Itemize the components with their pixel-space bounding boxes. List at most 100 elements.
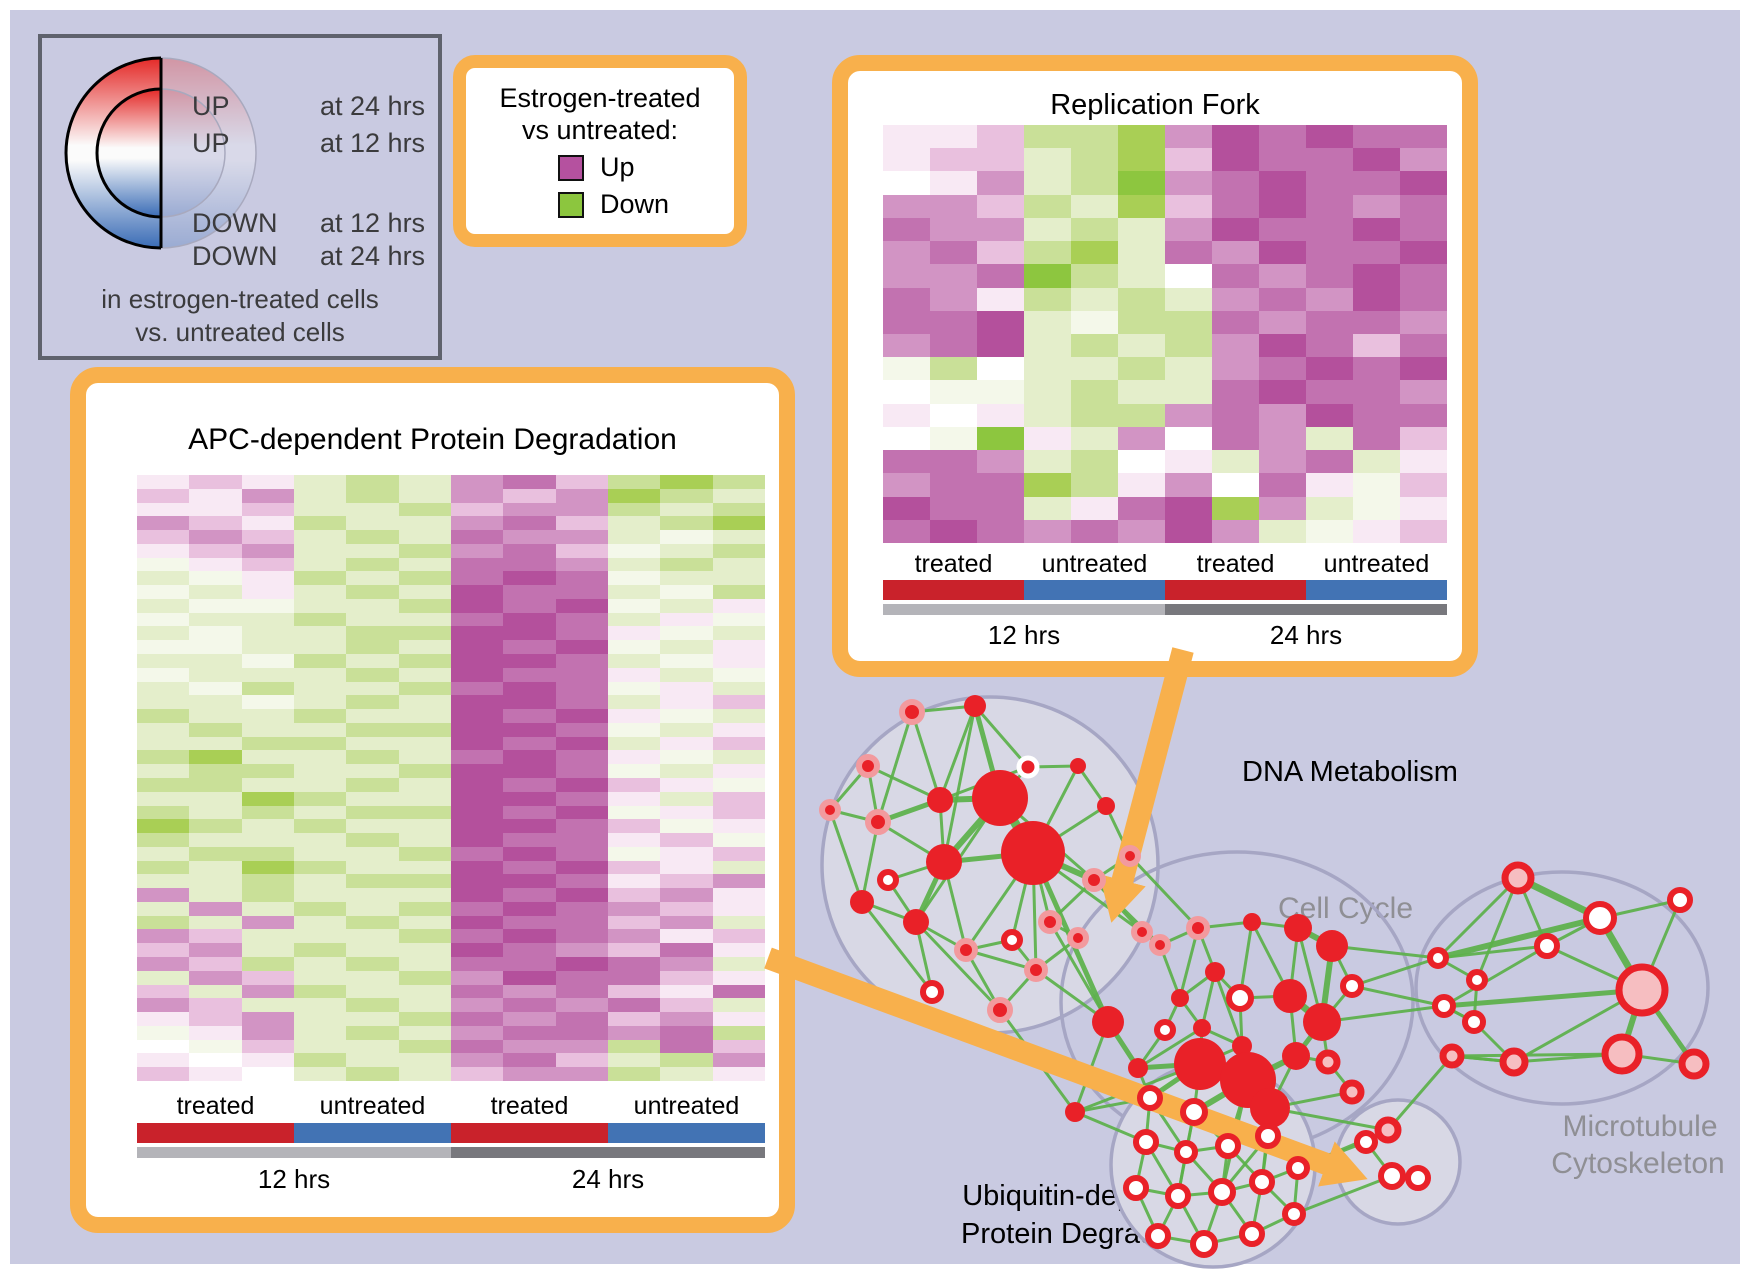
heatmap-cell [660, 791, 713, 806]
venn-footer-line1: in estrogen-treated cells [101, 284, 379, 314]
heatmap-cell [189, 860, 242, 875]
heatmap-cell [660, 475, 713, 489]
heatmap-cell [346, 709, 399, 723]
heatmap-cell [293, 695, 347, 710]
heatmap-cell [977, 194, 1024, 218]
heatmap-cell [1024, 450, 1071, 474]
heatmap-cell [450, 612, 504, 627]
heatmap-cell [1306, 496, 1353, 520]
heatmap-cell [450, 530, 504, 544]
heatmap-cell [293, 654, 347, 668]
heatmap-cell [1353, 496, 1400, 520]
heatmap-cell [930, 125, 977, 149]
heatmap-cell [503, 1067, 556, 1081]
heatmap-cell [1024, 287, 1071, 311]
heatmap-cell [1400, 310, 1447, 334]
heatmap-cell [555, 502, 608, 517]
heatmap-cell [137, 722, 190, 737]
heatmap-cell [503, 502, 556, 517]
heatmap-cell [398, 860, 451, 875]
heatmap-cell [346, 970, 399, 985]
heatmap-cell [503, 888, 556, 902]
heatmap-cell [660, 957, 713, 971]
heatmap-cell [346, 543, 399, 558]
heatmap-cell [346, 998, 399, 1013]
heatmap-cell [450, 984, 504, 999]
heatmap-cell [398, 626, 451, 641]
heatmap-cell [137, 736, 190, 751]
heatmap-cell [503, 970, 556, 985]
heatmap-cell [293, 475, 347, 489]
heatmap-cell [241, 984, 294, 999]
heatmap-cell [607, 585, 661, 599]
heatmap-cell [346, 750, 399, 765]
heatmap-cell [241, 695, 294, 710]
apc-time-label-12: 12 hrs [257, 1164, 331, 1194]
heatmap-cell [930, 519, 977, 543]
heatmap-cell [1212, 171, 1259, 195]
heatmap-cell [241, 819, 294, 834]
heatmap-cell [1024, 357, 1071, 381]
heatmap-cell [660, 764, 713, 778]
heatmap-cell [1259, 357, 1306, 381]
heatmap-cell [398, 805, 451, 820]
heatmap-cell [398, 943, 451, 958]
heatmap-cell [555, 543, 608, 558]
heatmap-cell [712, 557, 765, 572]
heatmap-cell [137, 654, 190, 668]
heatmap-cell [450, 502, 504, 517]
heatmap-cell [660, 1067, 713, 1081]
heatmap-cell [712, 488, 765, 503]
heatmap-cell [1306, 426, 1353, 451]
heatmap-cell [293, 915, 347, 930]
heatmap-cell [450, 1053, 504, 1068]
heatmap-cell [555, 750, 608, 765]
dna-metabolism-label: DNA Metabolism [1242, 756, 1458, 788]
heatmap-cell [346, 667, 399, 682]
heatmap-cell [660, 598, 713, 613]
rf-group-label: untreated [1323, 550, 1430, 578]
heatmap-cell [712, 860, 765, 875]
heatmap-cell [555, 681, 608, 696]
heatmap-cell [607, 874, 661, 889]
heatmap-cell [241, 805, 294, 820]
heatmap-cell [189, 681, 242, 696]
heatmap-cell [346, 681, 399, 696]
heatmap-cell [1353, 287, 1400, 311]
heatmap-cell [607, 998, 661, 1013]
heatmap-cell [398, 1039, 451, 1054]
heatmap-cell [1024, 264, 1071, 288]
heatmap-cell [712, 543, 765, 558]
heatmap-cell [346, 874, 399, 889]
heatmap-cell [241, 626, 294, 641]
heatmap-cell [660, 805, 713, 820]
heatmap-cell [1212, 310, 1259, 334]
updown-legend-box: Estrogen-treated vs untreated: Up Down [453, 55, 747, 247]
heatmap-cell [712, 1012, 765, 1026]
heatmap-cell [660, 530, 713, 544]
heatmap-cell [137, 475, 190, 489]
heatmap-cell [1212, 264, 1259, 288]
heatmap-cell [712, 571, 765, 586]
heatmap-cell [555, 557, 608, 572]
heatmap-cell [398, 557, 451, 572]
heatmap-cell [977, 473, 1024, 497]
heatmap-cell [607, 695, 661, 710]
heatmap-cell [607, 736, 661, 751]
heatmap-cell [555, 888, 608, 902]
heatmap-cell [398, 833, 451, 847]
heatmap-cell [555, 957, 608, 971]
heatmap-cell [137, 1053, 190, 1068]
heatmap-cell [346, 1012, 399, 1026]
heatmap-cell [930, 171, 977, 195]
heatmap-cell [1024, 194, 1071, 218]
heatmap-cell [1071, 217, 1118, 242]
heatmap-cell [712, 777, 765, 792]
heatmap-cell [189, 901, 242, 916]
heatmap-cell [346, 585, 399, 599]
heatmap-cell [1212, 519, 1259, 543]
heatmap-cell [189, 777, 242, 792]
heatmap-cell [1353, 357, 1400, 381]
heatmap-cell [1165, 125, 1212, 149]
heatmap-cell [1071, 264, 1118, 288]
